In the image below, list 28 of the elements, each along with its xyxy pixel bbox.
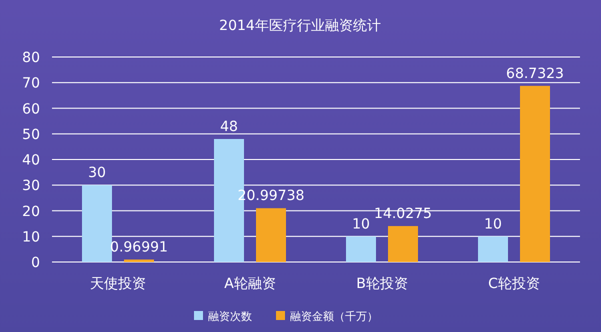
y-tick-label: 0: [31, 255, 40, 271]
x-tick-label: 天使投资: [90, 276, 146, 292]
data-label: 48: [220, 119, 238, 135]
x-tick-label: C轮投资: [488, 276, 540, 292]
x-tick-label: B轮投资: [356, 276, 408, 292]
data-label: 10: [352, 216, 370, 232]
data-label: 68.7323: [506, 66, 564, 82]
legend-label: 融资次数: [208, 310, 252, 323]
y-tick-label: 30: [22, 178, 40, 194]
x-tick-label: A轮融资: [224, 276, 276, 292]
bar: [388, 226, 418, 262]
data-label: 10: [484, 216, 502, 232]
bar: [82, 185, 112, 262]
bar: [346, 236, 376, 262]
y-tick-label: 70: [22, 76, 40, 92]
y-tick-label: 10: [22, 229, 40, 246]
data-label: 30: [88, 165, 106, 182]
y-tick-label: 20: [22, 204, 40, 220]
bar: [256, 208, 286, 262]
y-tick-label: 50: [22, 126, 40, 143]
y-tick-label: 60: [22, 101, 40, 118]
data-label: 14.0275: [374, 206, 432, 222]
bar: [520, 86, 550, 262]
y-tick-label: 80: [22, 50, 40, 66]
chart-title: 2014年医疗行业融资统计: [219, 18, 381, 34]
legend-label: 融资金额（千万）: [290, 310, 378, 323]
y-tick-label: 40: [22, 152, 40, 168]
bar: [478, 236, 508, 262]
